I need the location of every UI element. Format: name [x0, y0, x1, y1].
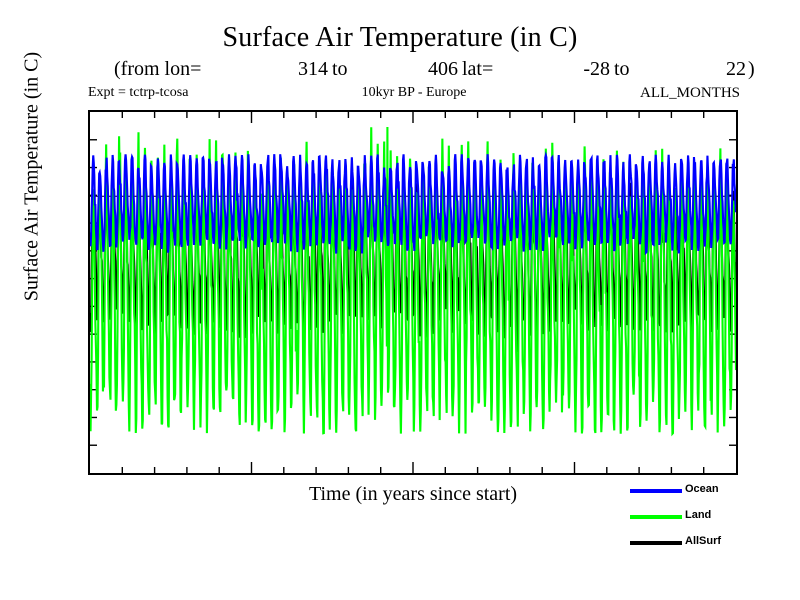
legend-swatch-allsurf	[630, 541, 682, 545]
legend-item-land: Land	[630, 507, 790, 533]
metadata-row: 10kyr BP - Europe Expt = tctrp-tcosa ALL…	[88, 85, 740, 105]
y-axis-title: Surface Air Temperature (in C)	[20, 51, 43, 302]
months-label: ALL_MONTHS	[640, 85, 740, 101]
series-line-land	[90, 127, 736, 437]
legend: Ocean Land AllSurf	[630, 481, 790, 559]
legend-item-ocean: Ocean	[630, 481, 790, 507]
subtitle-row: (from lon= 314 to 406 lat= -28 to 22 )	[96, 58, 760, 82]
series-line-ocean	[90, 151, 736, 256]
legend-label-ocean: Ocean	[685, 483, 719, 495]
plot-area	[88, 110, 738, 475]
subtitle-lat-label: lat=	[462, 58, 494, 80]
page-title: Surface Air Temperature (in C)	[222, 22, 578, 53]
subtitle-close-paren: )	[748, 58, 755, 80]
subtitle-lon-min: 314	[298, 58, 328, 80]
legend-label-land: Land	[685, 509, 712, 521]
legend-item-allsurf: AllSurf	[630, 533, 790, 559]
legend-swatch-land	[630, 515, 682, 519]
timeseries-plot	[90, 112, 736, 473]
subtitle-to-second: to	[614, 58, 630, 80]
subtitle-lon-label: (from lon=	[114, 58, 202, 80]
scenario-label: 10kyr BP - Europe	[361, 85, 467, 100]
subtitle-lat-max: 22	[726, 58, 746, 80]
subtitle-to-first: to	[332, 58, 348, 80]
experiment-label: Expt = tctrp-tcosa	[88, 85, 189, 100]
legend-label-allsurf: AllSurf	[685, 535, 722, 547]
legend-swatch-ocean	[630, 489, 682, 493]
subtitle-lat-min: -28	[583, 58, 610, 80]
subtitle-lon-max: 406	[428, 58, 458, 80]
x-axis-title: Time (in years since start)	[308, 483, 518, 505]
